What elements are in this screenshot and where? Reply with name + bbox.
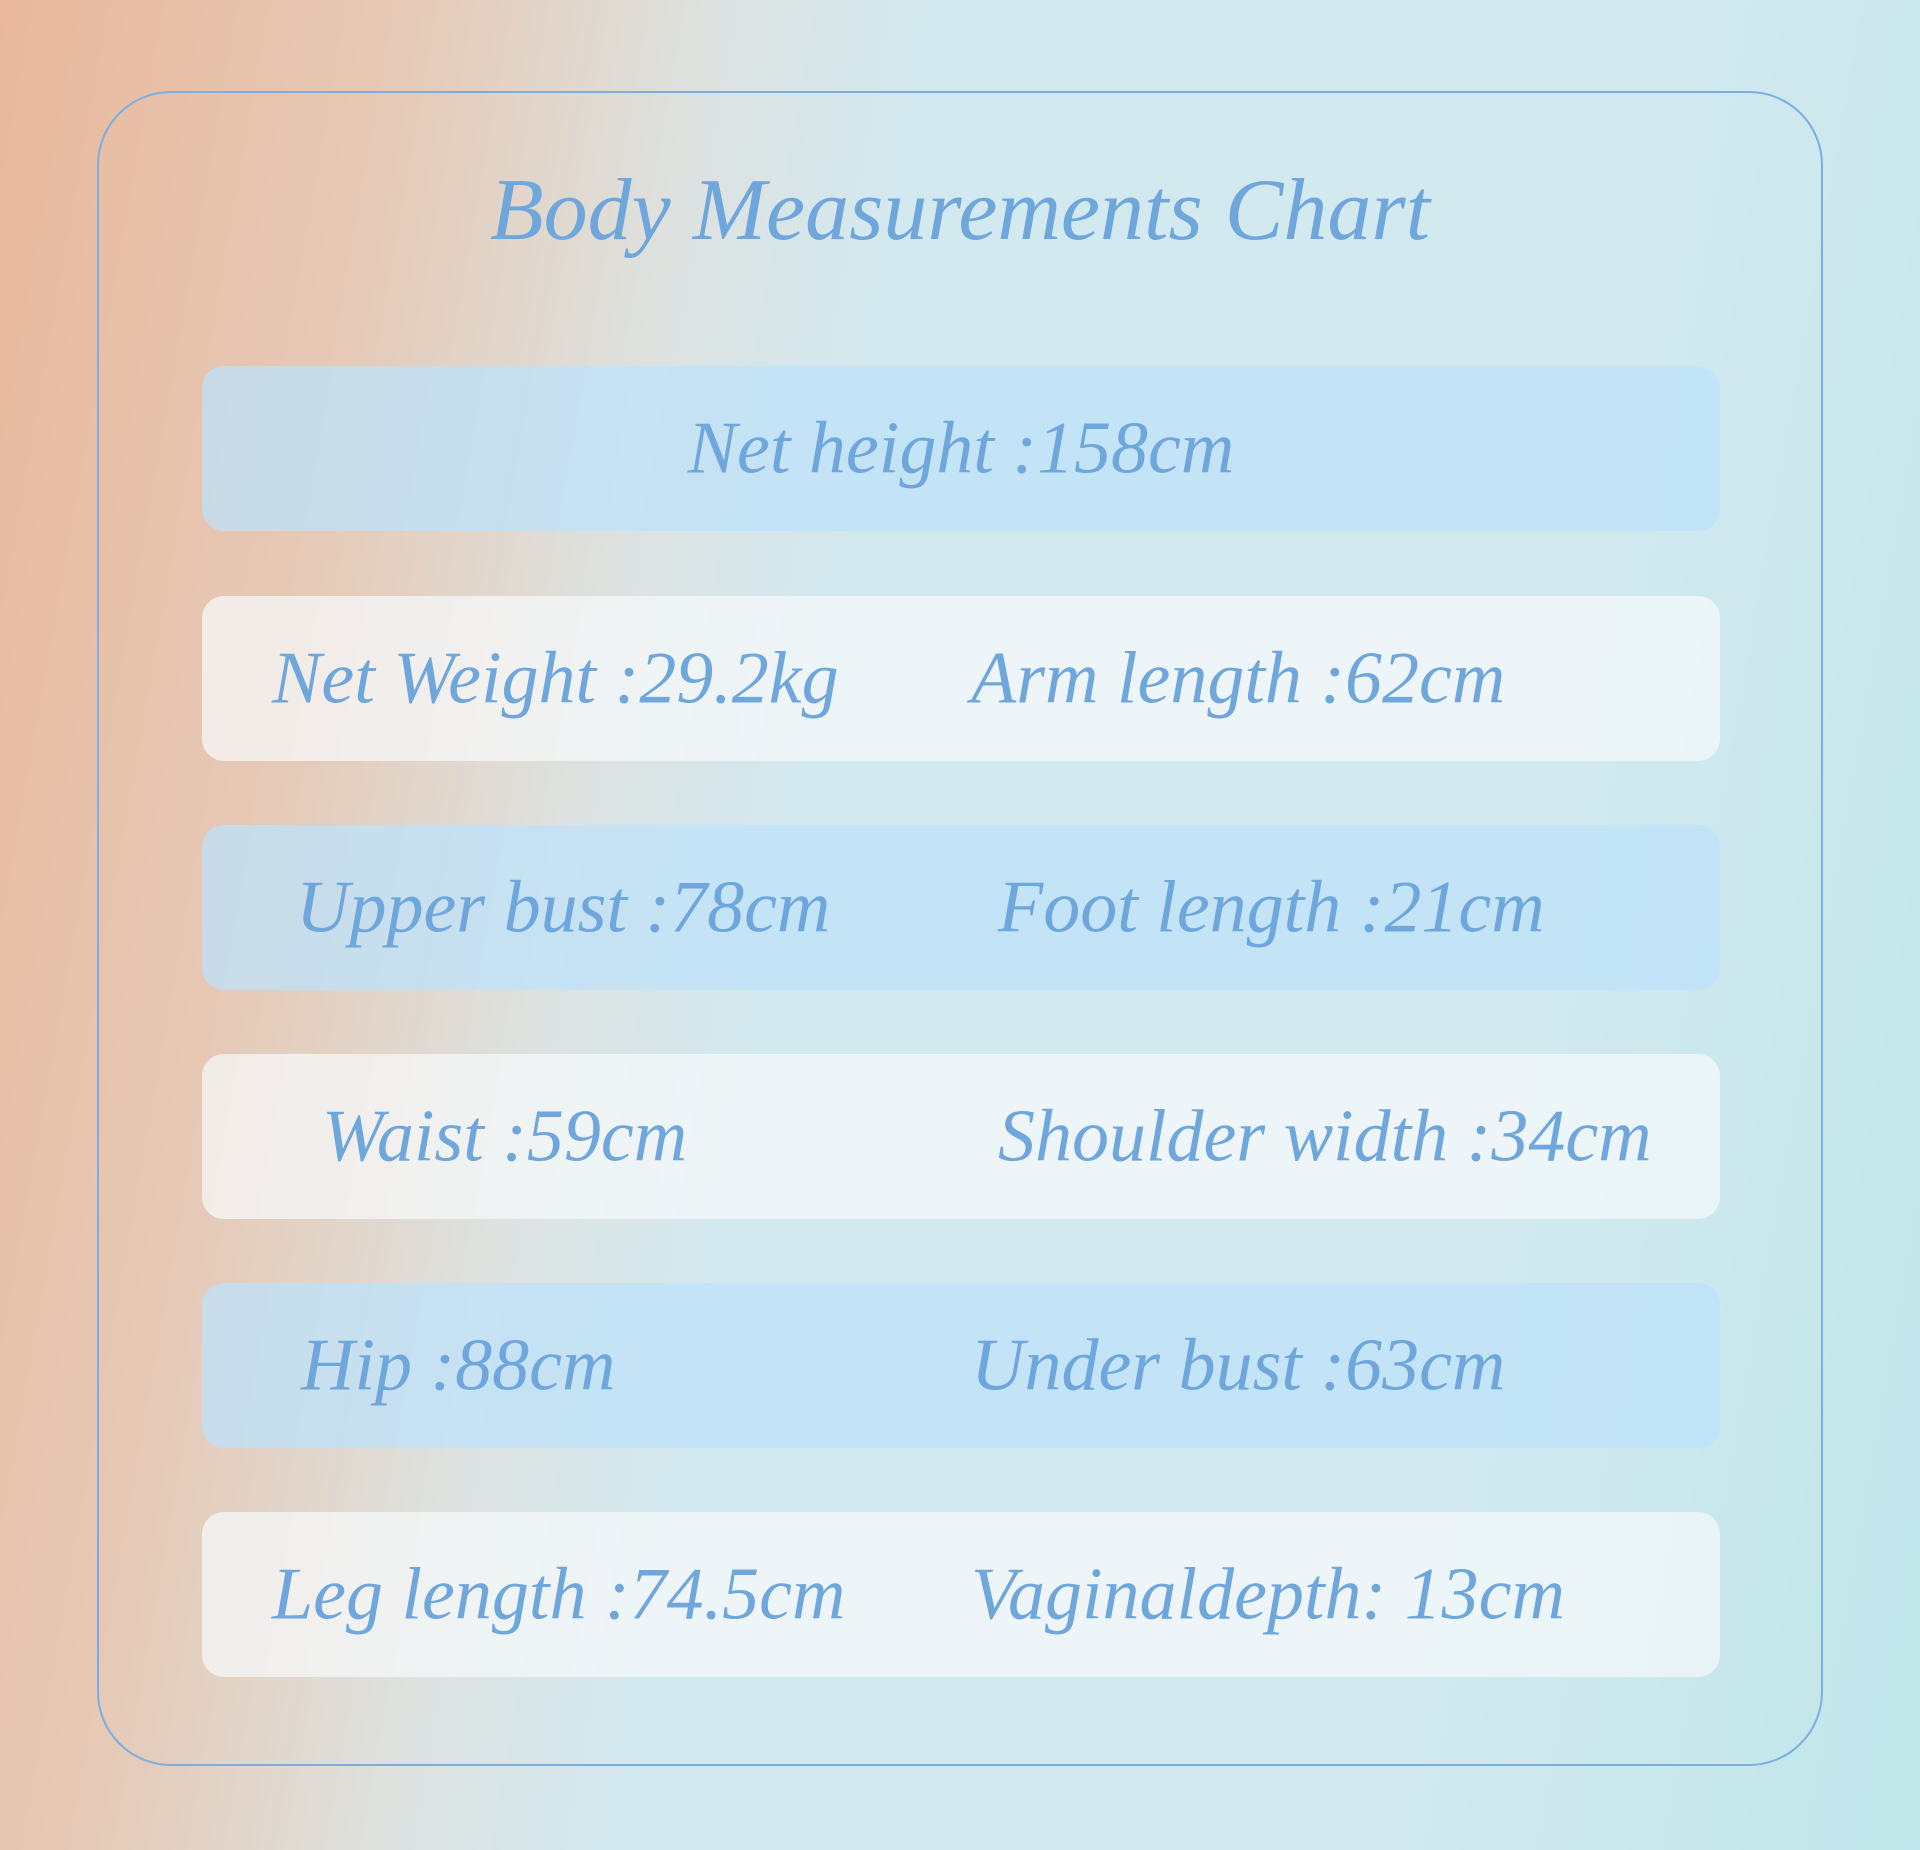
vaginal-depth: Vaginaldepth: 13cm (971, 1553, 1565, 1635)
chart-frame (97, 91, 1823, 1766)
measurement-row: Waist :59cm Shoulder width :34cm (202, 1054, 1720, 1219)
hip: Hip :88cm (301, 1324, 616, 1406)
arm-length: Arm length :62cm (971, 637, 1506, 719)
measurement-row: Net height :158cm (202, 366, 1720, 531)
measurement-row: Upper bust :78cm Foot length :21cm (202, 825, 1720, 990)
upper-bust: Upper bust :78cm (296, 866, 831, 948)
measurement-row: Net Weight :29.2kg Arm length :62cm (202, 596, 1720, 761)
net-weight: Net Weight :29.2kg (272, 637, 839, 719)
under-bust: Under bust :63cm (971, 1324, 1506, 1406)
measurement-row: Hip :88cm Under bust :63cm (202, 1283, 1720, 1448)
waist: Waist :59cm (322, 1095, 688, 1177)
foot-length: Foot length :21cm (998, 866, 1545, 948)
shoulder-width: Shoulder width :34cm (998, 1095, 1652, 1177)
net-height: Net height :158cm (687, 407, 1235, 489)
page-title: Body Measurements Chart (489, 162, 1431, 259)
leg-length: Leg length :74.5cm (272, 1553, 846, 1635)
measurement-row: Leg length :74.5cm Vaginaldepth: 13cm (202, 1512, 1720, 1677)
